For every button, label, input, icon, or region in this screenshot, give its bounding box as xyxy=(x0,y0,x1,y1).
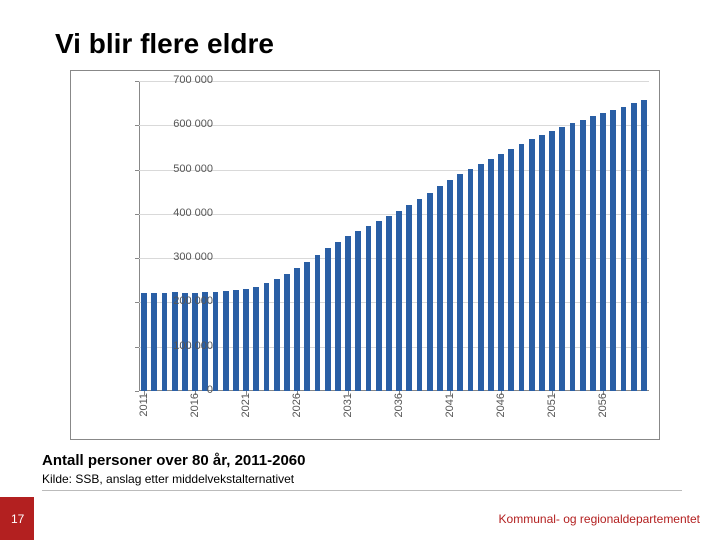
bar xyxy=(488,159,494,391)
bar xyxy=(325,248,331,391)
bar xyxy=(427,193,433,391)
chart-container: 0 100 000 200 000 300 000 400 000 500 000 600 … xyxy=(70,70,660,440)
bar xyxy=(457,174,463,391)
bar xyxy=(366,226,372,391)
bar xyxy=(621,107,627,391)
x-tick-label: 2056 xyxy=(597,393,609,417)
y-tick-label: 0 xyxy=(153,384,213,396)
bar xyxy=(631,103,637,391)
slide-title: Vi blir flere eldre xyxy=(55,28,274,60)
bar xyxy=(274,279,280,391)
bar xyxy=(580,120,586,391)
x-tick-label: 2011 xyxy=(138,393,150,417)
bar xyxy=(498,154,504,391)
chart-source: Kilde: SSB, anslag etter middelvekstalte… xyxy=(42,472,294,486)
y-tick-mark xyxy=(135,125,139,126)
bar xyxy=(396,211,402,391)
y-tick-label: 100 000 xyxy=(153,340,213,352)
x-tick-label: 2046 xyxy=(495,393,507,417)
y-tick-mark xyxy=(135,258,139,259)
y-tick-label: 500 000 xyxy=(153,163,213,175)
bar xyxy=(315,255,321,391)
bar xyxy=(559,127,565,391)
bar xyxy=(253,287,259,391)
divider-line xyxy=(42,490,682,491)
bar xyxy=(213,292,219,391)
bar xyxy=(376,221,382,391)
x-tick-label: 2026 xyxy=(291,393,303,417)
bar xyxy=(233,290,239,391)
y-tick-label: 700 000 xyxy=(153,74,213,86)
bar xyxy=(294,268,300,391)
y-tick-label: 600 000 xyxy=(153,118,213,130)
y-tick-mark xyxy=(135,347,139,348)
bar xyxy=(304,262,310,391)
bar xyxy=(345,236,351,391)
bar xyxy=(447,180,453,391)
bar xyxy=(600,113,606,391)
y-tick-mark xyxy=(135,170,139,171)
bar xyxy=(529,139,535,391)
bar xyxy=(386,216,392,391)
x-tick-label: 2051 xyxy=(546,393,558,417)
bar xyxy=(570,123,576,391)
bar xyxy=(406,205,412,391)
y-tick-mark xyxy=(135,302,139,303)
y-tick-label: 300 000 xyxy=(153,251,213,263)
bar xyxy=(223,291,229,391)
bar xyxy=(284,274,290,391)
grid-line xyxy=(139,81,649,82)
bar xyxy=(519,144,525,391)
y-tick-mark xyxy=(135,391,139,392)
department-label: Kommunal- og regionaldepartementet xyxy=(499,512,700,526)
x-tick-label: 2031 xyxy=(342,393,354,417)
y-tick-label: 200 000 xyxy=(153,295,213,307)
bar xyxy=(355,231,361,391)
chart-plot xyxy=(139,81,649,391)
x-tick-label: 2021 xyxy=(240,393,252,417)
bar xyxy=(641,100,647,391)
bar xyxy=(610,110,616,391)
bar xyxy=(437,186,443,391)
bar xyxy=(243,289,249,391)
bar xyxy=(335,242,341,391)
y-axis xyxy=(139,81,140,391)
bar xyxy=(478,164,484,391)
chart-subtitle: Antall personer over 80 år, 2011-2060 xyxy=(42,452,306,469)
bar xyxy=(508,149,514,391)
y-tick-label: 400 000 xyxy=(153,207,213,219)
x-tick-label: 2036 xyxy=(393,393,405,417)
bar xyxy=(468,169,474,391)
bar xyxy=(264,283,270,391)
page-number: 17 xyxy=(11,512,24,526)
bar xyxy=(417,199,423,391)
bar xyxy=(539,135,545,391)
bar xyxy=(590,116,596,391)
y-tick-mark xyxy=(135,214,139,215)
slide: Vi blir flere eldre 0 100 000 200 000 300 0… xyxy=(0,0,720,540)
x-tick-label: 2016 xyxy=(189,393,201,417)
bar xyxy=(141,293,147,391)
y-tick-mark xyxy=(135,81,139,82)
x-tick-label: 2041 xyxy=(444,393,456,417)
bar xyxy=(549,131,555,391)
